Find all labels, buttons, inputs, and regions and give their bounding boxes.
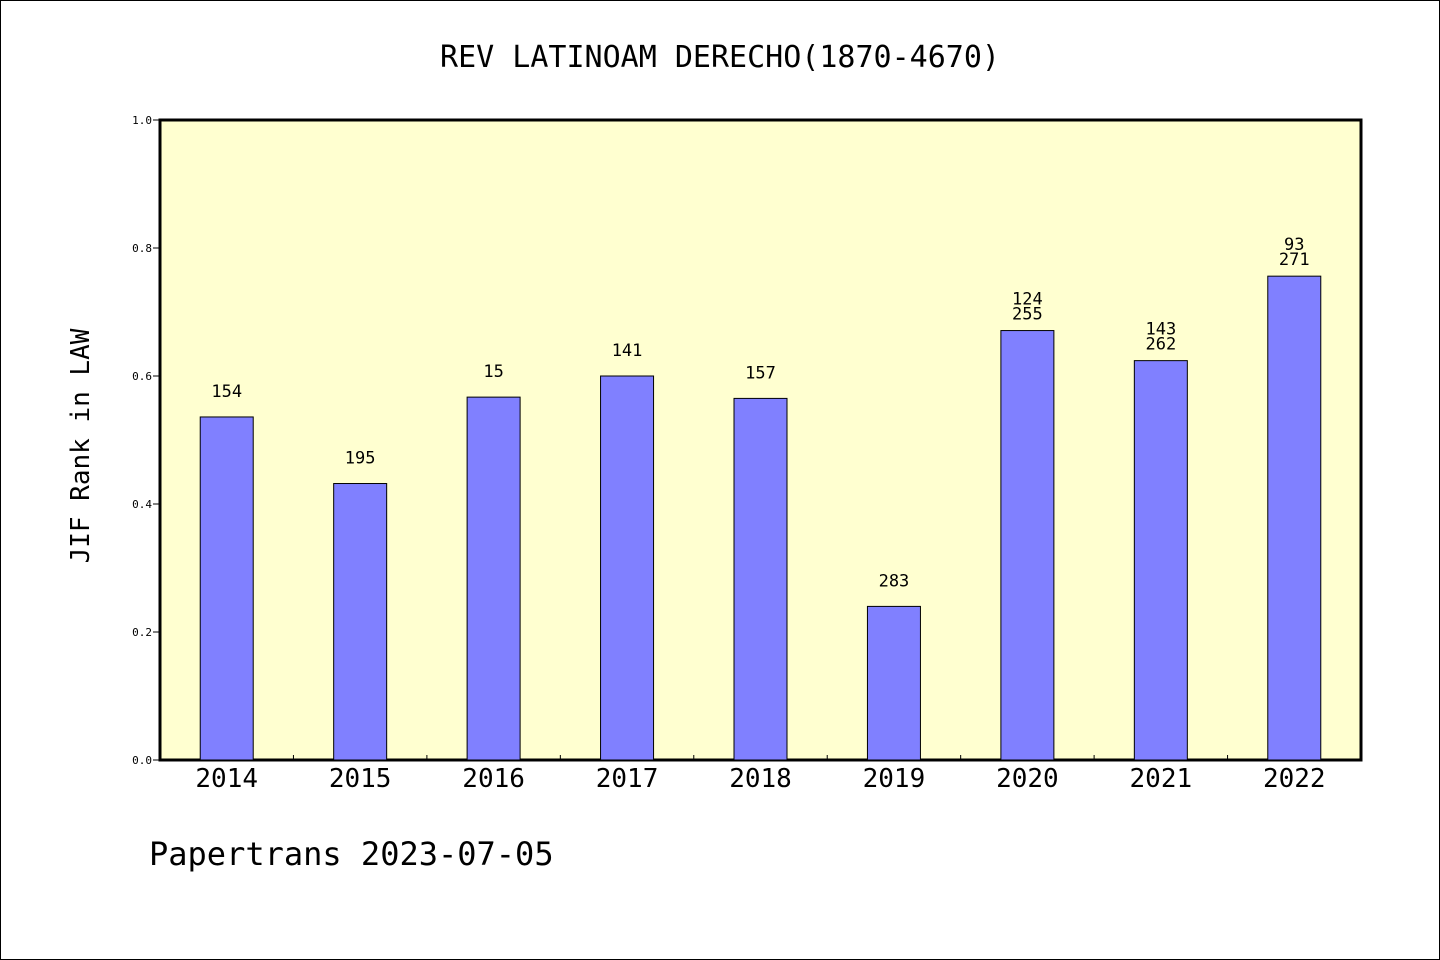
x-tick-label: 2019 — [863, 764, 926, 794]
bar-data-label: 255 — [1012, 305, 1043, 325]
bar-data-label: 154 — [211, 382, 242, 402]
y-tick-label: 0.8 — [132, 242, 152, 255]
x-tick-label: 2020 — [996, 764, 1059, 794]
bar-2020 — [1000, 330, 1055, 761]
bar-data-label: 93 — [1284, 235, 1304, 255]
x-tick-label: 2022 — [1263, 764, 1326, 794]
x-tick-label: 2021 — [1130, 764, 1193, 794]
x-tick-label: 2014 — [195, 764, 258, 794]
x-axis-tick-labels: 2014 2015 2016 2017 2018 2019 2020 2021 2022 — [195, 764, 1325, 794]
x-axis-ticks — [292, 755, 1229, 760]
bar-data-label: 195 — [345, 449, 376, 469]
y-axis-label: JIF Rank in LAW — [66, 328, 96, 563]
bar-2021 — [1133, 360, 1188, 761]
y-tick-label: 0.0 — [132, 754, 152, 767]
bar-data-label: 262 — [1145, 335, 1176, 355]
bar-2017 — [600, 375, 655, 761]
chart-title: REV LATINOAM DERECHO(1870-4670) — [440, 40, 1000, 75]
bar-data-label: 141 — [612, 341, 643, 361]
x-tick-label: 2017 — [596, 764, 659, 794]
bar-2018 — [733, 397, 788, 761]
x-tick-label: 2016 — [462, 764, 525, 794]
bars — [199, 275, 1322, 761]
bar-2014 — [199, 416, 254, 761]
y-tick-label: 1.0 — [132, 114, 152, 127]
bar-2019 — [866, 605, 921, 761]
y-axis-ticks: 0.0 0.2 0.4 0.6 0.8 1.0 — [132, 114, 160, 767]
bar-data-label: 271 — [1279, 250, 1310, 270]
bar-2016 — [466, 396, 521, 761]
bar-data-label: 143 — [1145, 320, 1176, 340]
y-tick-label: 0.2 — [132, 626, 152, 639]
bar-2015 — [333, 483, 388, 761]
x-tick-label: 2015 — [329, 764, 392, 794]
bar-2022 — [1267, 275, 1322, 761]
bar-data-label: 15 — [483, 362, 503, 382]
footer-text: Papertrans 2023-07-05 — [149, 835, 554, 873]
bar-data-label: 283 — [879, 571, 910, 591]
bar-data-label: 157 — [745, 363, 776, 383]
y-tick-label: 0.4 — [132, 498, 152, 511]
x-tick-label: 2018 — [729, 764, 792, 794]
y-tick-label: 0.6 — [132, 370, 152, 383]
bar-data-label: 124 — [1012, 290, 1043, 310]
